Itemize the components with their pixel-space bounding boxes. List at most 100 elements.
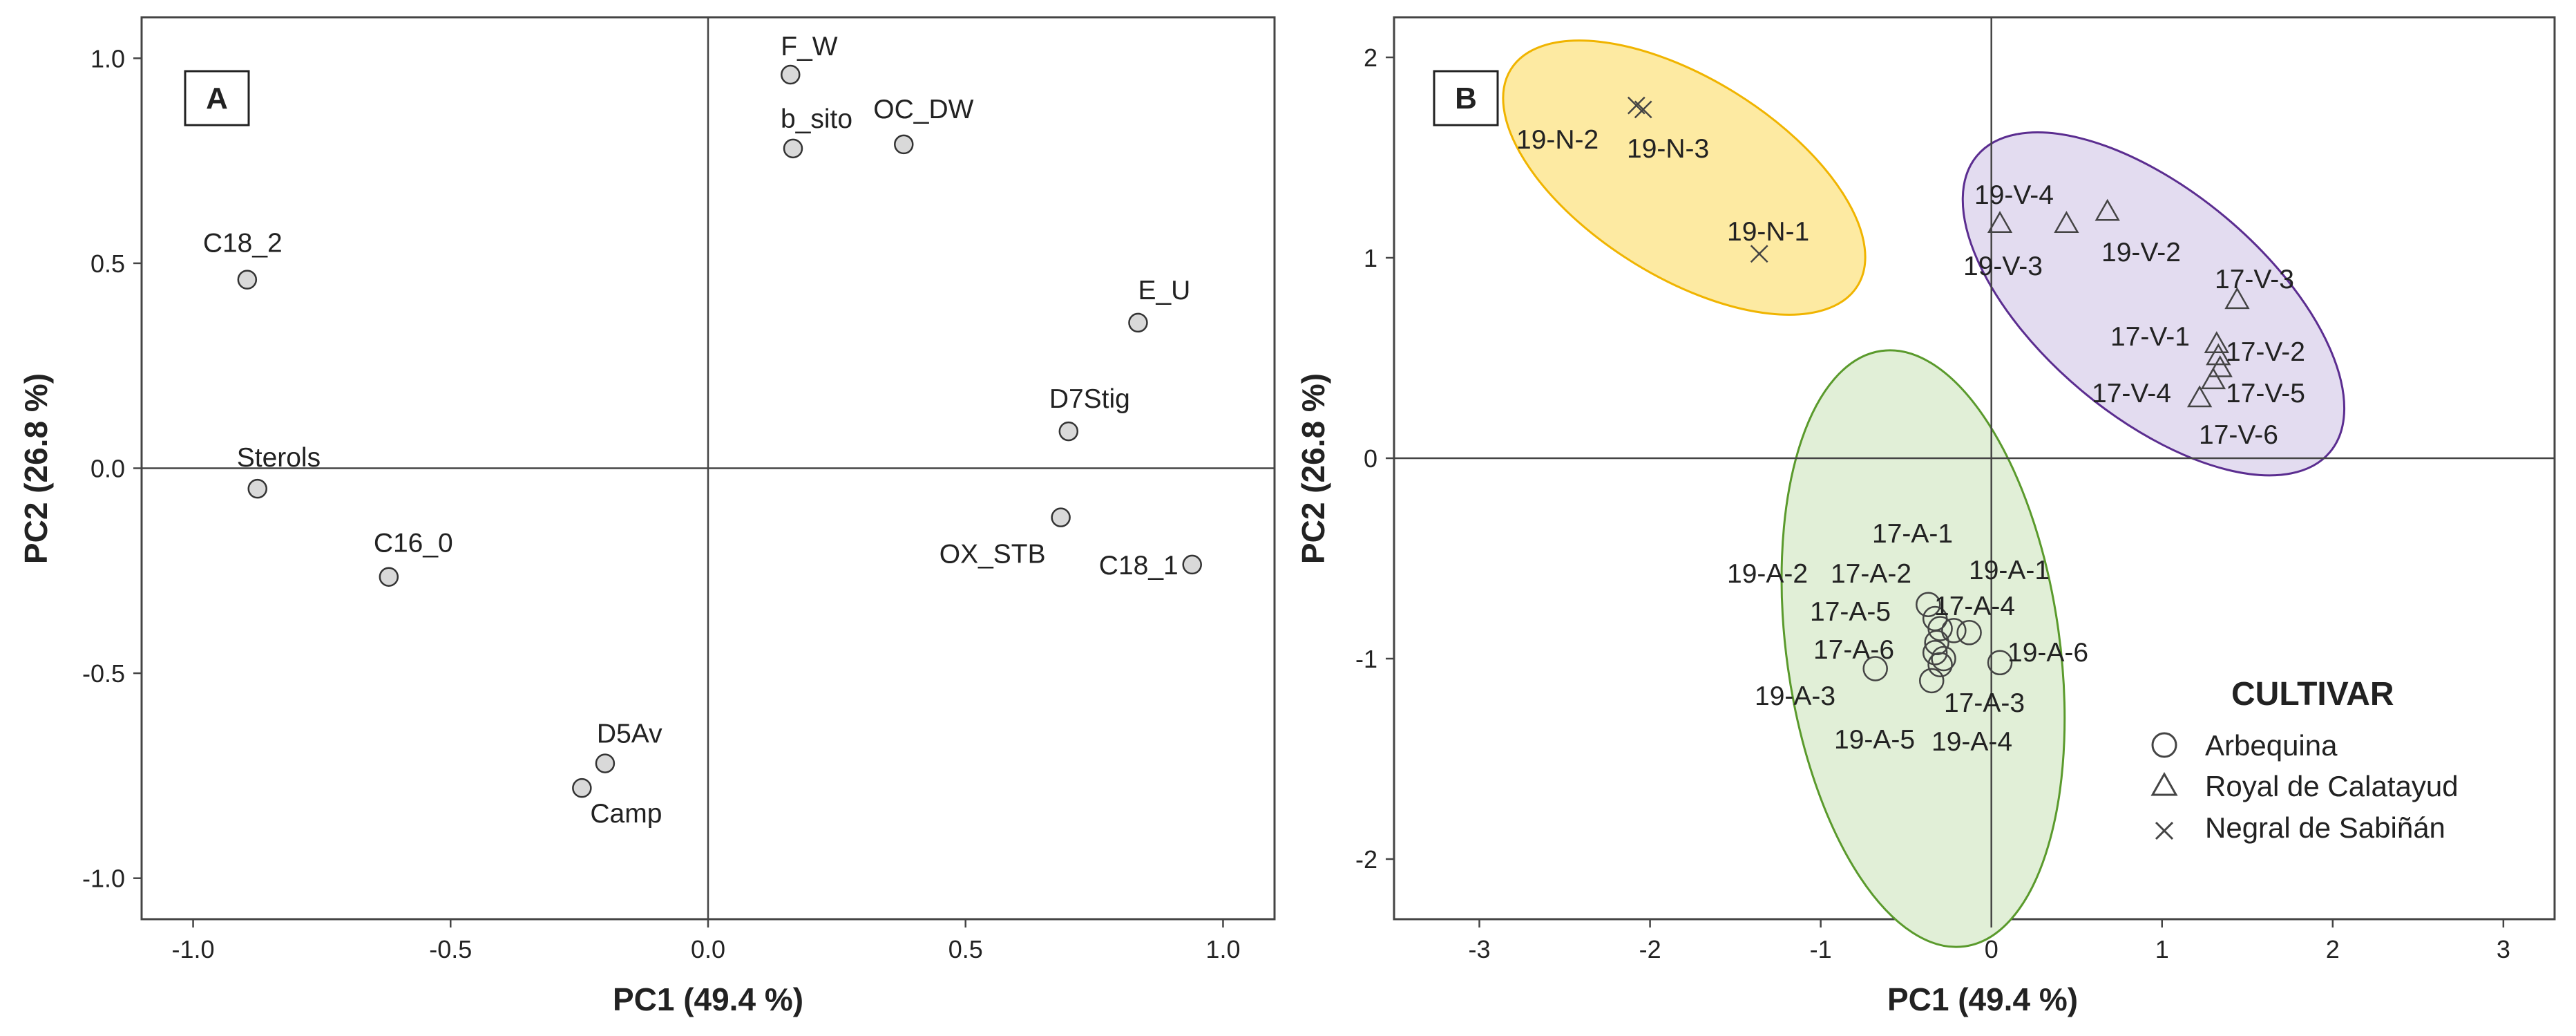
score-label-19-v-4: 19-V-4 (1974, 180, 2054, 210)
score-label-17-v-4: 17-V-4 (2092, 379, 2171, 408)
loading-point-d5av (595, 753, 616, 773)
panel-b-ytick-label: 0 (1364, 444, 1377, 473)
panel-a-ytick-label: -1.0 (82, 865, 125, 893)
loading-point-oc-dw (894, 134, 914, 155)
panel-a-ytick-label: -0.5 (82, 659, 125, 688)
panel-b-label: B (1455, 82, 1477, 115)
panel-b-ytick-label: -2 (1355, 845, 1377, 874)
score-label-17-v-6: 17-V-6 (2199, 420, 2278, 450)
score-point-17-v-3 (2224, 287, 2250, 310)
score-point-17-a-4 (1956, 620, 1982, 646)
legend-circle-marker (2151, 732, 2177, 758)
legend-triangle-marker (2150, 771, 2178, 796)
confidence-ellipse-royal-de-calatayud (1961, 131, 2346, 477)
panel-a-label: A (206, 82, 228, 115)
panel-b-xlabel: PC1 (49.4 %) (1887, 981, 2078, 1017)
score-label-19-v-2: 19-V-2 (2101, 238, 2181, 267)
loading-point-c18-1 (1182, 554, 1202, 575)
panel-b-xtick-label: 2 (2326, 935, 2340, 963)
legend: CULTIVAR Arbequina Royal de Calatayud Ne… (2150, 676, 2459, 844)
panel-a-points: F_W b_sito OC_DW C18_2 E_U D7Stig Sterols OX_ST… (203, 32, 1202, 829)
loading-point-ox-stb (1051, 507, 1071, 527)
panel-b-reference-lines (1394, 17, 2555, 919)
legend-entry-arbequina: Arbequina (2205, 729, 2338, 762)
panel-a-ytick-label: 1.0 (90, 44, 125, 73)
score-label-19-v-3: 19-V-3 (1963, 252, 2043, 281)
loading-point-d7stig (1058, 421, 1079, 442)
score-label-17-v-5: 17-V-5 (2226, 379, 2305, 408)
score-point-19-v-4 (1987, 211, 2013, 233)
panel-a-ticks: -1.0 -0.5 0.0 0.5 1.0 -1.0 -0.5 0.0 0.5 1.0 (82, 44, 1241, 963)
score-point-17-v-5 (2200, 367, 2226, 390)
loading-point-camp (572, 778, 592, 798)
score-label-17-a-5: 17-A-5 (1810, 597, 1891, 627)
panel-a-xtick-label: 0.5 (948, 935, 983, 963)
panel-b-xtick-label: 3 (2497, 935, 2510, 963)
score-label-17-a-6: 17-A-6 (1813, 635, 1894, 665)
loading-label-ox-stb: OX_STB (939, 540, 1046, 569)
loading-label-d7stig: D7Stig (1049, 384, 1130, 414)
score-point-17-a-3 (1931, 646, 1956, 672)
loading-label-f-w: F_W (781, 32, 838, 62)
loading-point-f-w (781, 64, 801, 85)
score-label-17-a-2: 17-A-2 (1831, 559, 1911, 589)
score-label-17-v-3: 17-V-3 (2215, 265, 2294, 294)
score-point-17-v-1 (2204, 331, 2229, 353)
loading-label-oc-dw: OC_DW (873, 95, 973, 124)
legend-entry-royal: Royal de Calatayud (2205, 770, 2459, 802)
score-label-17-a-3: 17-A-3 (1944, 688, 2025, 718)
score-point-19-a-3 (1862, 656, 1888, 681)
panel-a-ytick-label: 0.0 (90, 455, 125, 483)
loading-label-c18-1: C18_1 (1099, 551, 1179, 581)
loading-point-c16-0 (379, 567, 399, 587)
panel-b-ytick-label: 1 (1364, 244, 1377, 272)
loading-label-c16-0: C16_0 (374, 529, 453, 558)
panel-a-ytick-label: 0.5 (90, 249, 125, 278)
score-point-19-a-2 (1916, 592, 1941, 617)
loading-point-c18-2 (237, 270, 258, 290)
score-point-17-v-2 (2206, 343, 2231, 366)
panel-a-xtick-label: -0.5 (429, 935, 472, 963)
score-label-19-a-1: 19-A-1 (1969, 556, 2050, 585)
score-label-17-v-2: 17-V-2 (2226, 337, 2305, 367)
score-point-19-n-1 (1750, 245, 1768, 263)
confidence-ellipse-negral-de-sabi-n (1502, 39, 1867, 316)
panel-b-points: 19-N-2 19-N-3 19-N-1 19-V-4 19-V-3 19-V-2 17-V… (1516, 96, 2305, 757)
score-label-17-v-1: 17-V-1 (2110, 322, 2190, 352)
score-point-19-a-4 (1927, 652, 1953, 677)
loading-label-sterols: Sterols (237, 443, 321, 473)
score-label-19-a-4: 19-A-4 (1931, 727, 2012, 757)
panel-b: -3 -2 -1 0 1 2 3 -2 -1 0 1 2 19-N-2 19-N-3 19-N-1 19-V… (1295, 16, 2556, 1017)
panel-a-ylabel: PC2 (26.8 %) (18, 373, 54, 564)
loading-label-c18-2: C18_2 (203, 229, 283, 258)
panel-a-xtick-label: -1.0 (172, 935, 215, 963)
panel-a-xtick-label: 1.0 (1205, 935, 1240, 963)
score-label-19-a-3: 19-A-3 (1755, 681, 1835, 711)
panel-b-xtick-label: -2 (1639, 935, 1661, 963)
loading-point-e-u (1128, 312, 1148, 333)
panel-a-reference-lines (142, 17, 1275, 919)
loading-label-b-sito: b_sito (781, 104, 852, 134)
panel-a: -1.0 -0.5 0.0 0.5 1.0 -1.0 -0.5 0.0 0.5 1.0 F_W b_… (18, 16, 1276, 1017)
legend-entry-negral: Negral de Sabiñán (2205, 811, 2445, 844)
score-point-19-a-1 (1941, 618, 1967, 643)
score-label-19-n-3: 19-N-3 (1627, 134, 1709, 164)
panel-b-xtick-label: -1 (1810, 935, 1832, 963)
score-label-19-n-2: 19-N-2 (1516, 125, 1599, 155)
score-label-17-a-4: 17-A-4 (1934, 592, 2015, 621)
panel-b-ytick-label: -1 (1355, 645, 1377, 673)
loading-label-d5av: D5Av (597, 719, 662, 749)
loading-point-b-sito (783, 138, 803, 159)
legend-cross-marker (2155, 821, 2174, 840)
loading-label-camp: Camp (590, 799, 662, 829)
panel-b-ylabel: PC2 (26.8 %) (1295, 373, 1331, 564)
score-point-17-a-5 (1924, 630, 1949, 656)
panel-b-ticks: -3 -2 -1 0 1 2 3 -2 -1 0 1 2 (1355, 44, 2510, 963)
loading-point-sterols (247, 478, 267, 499)
score-point-17-a-2 (1927, 616, 1953, 641)
score-point-17-v-6 (2186, 385, 2213, 408)
score-label-19-a-5: 19-A-5 (1834, 725, 1915, 755)
panel-b-xtick-label: 0 (1985, 935, 1998, 963)
score-point-19-n-3 (1634, 100, 1652, 119)
